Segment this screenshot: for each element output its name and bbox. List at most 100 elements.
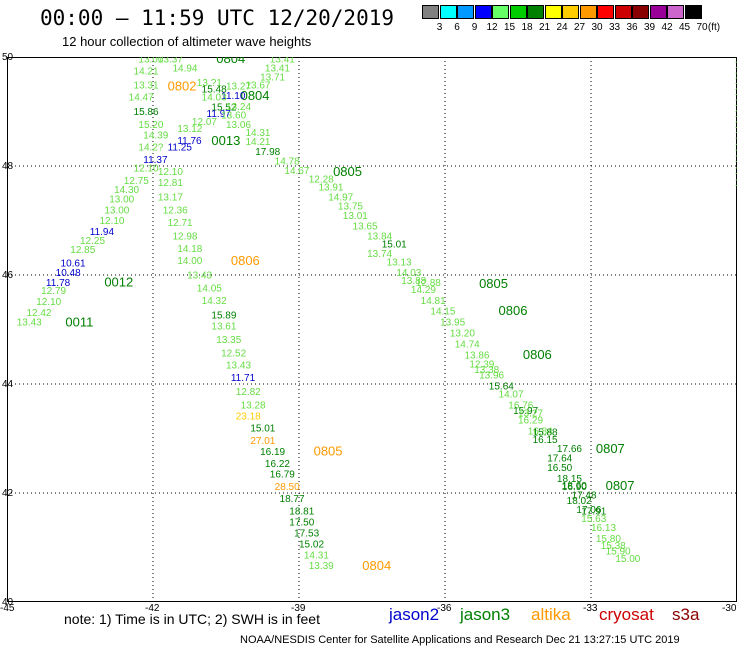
legend-altika: altika [531,605,571,624]
wave-height-label: 14.00 [177,256,202,267]
colorbar-swatch [544,5,562,19]
legend-cryosat: cryosat [599,605,654,624]
wave-height-label: 16.13 [591,523,616,534]
lon-tick-label: -33 [583,603,598,614]
wave-height-label: 15 [735,131,737,142]
wave-height-label: 12.10 [158,167,183,178]
pass-time-label: 0805 [314,444,343,459]
wave-height-label: 15.64 [489,381,514,392]
colorbar-label: 27 [573,22,586,33]
wave-height-label: 13.12 [177,124,202,135]
wave-height-label: 13.24 [226,102,251,113]
wave-height-label: 13.17 [158,192,183,203]
wave-height-label: 16.79 [270,470,295,481]
pass-time-label: 0807 [606,478,635,493]
colorbar-label: 70 [696,22,708,33]
wave-height-label: 10.48 [56,268,81,279]
wave-height-label: 16.1 [735,109,737,120]
wave-height-label: 17.66 [557,444,582,455]
wave-height-label: 16.15 [533,435,558,446]
wave-height-label: 14.67 [284,166,309,177]
wave-height-label: 13.35 [216,335,241,346]
wave-height-label: 15.01 [250,423,275,434]
pass-time-label: 0806 [499,303,528,318]
wave-height-label: 17.50 [289,518,314,529]
wave-height-label: 13.61 [211,321,236,332]
colorbar-swatch [579,5,597,19]
wave-height-label: 13.86 [464,350,489,361]
wave-height-label: 13.06 [226,120,251,131]
lon-tick-label: -36 [437,603,452,614]
wave-height-label: 13.00 [138,57,163,65]
wave-height-label: 15.52 [211,102,236,113]
colorbar-swatch [527,5,544,19]
wave-height-label: 17.64 [547,453,572,464]
colorbar-swatch [439,5,457,19]
wave-height-label: 13.43 [17,318,42,329]
wave-height-label: 13.39 [309,561,334,572]
pass-time-label: 0807 [596,441,625,456]
footnote: note: 1) Time is in UTC; 2) SWH is in fe… [64,611,320,627]
wave-height-label: 13.31 [134,81,159,92]
pass-time-label: 0802 [168,78,197,93]
wave-height-label: 12.85 [70,245,95,256]
wave-height-label: 15.48 [202,84,227,95]
lat-tick-label: 46 [2,270,14,281]
wave-height-label: 12.71 [168,218,193,229]
wave-height-label: 15.63 [581,514,606,525]
wave-height-label: 12.39 [469,360,494,371]
wave-height-label: 13.84 [367,231,392,242]
pass-time-label: 0013 [211,133,240,148]
colorbar-swatch [492,5,509,19]
wave-height-label: 12.52 [221,349,246,360]
wave-height-label: 13.27 [226,82,251,93]
colorbar-swatch [649,5,667,19]
wave-height-label: 13.95 [440,318,465,329]
wave-height-label: 14.39 [143,131,168,142]
wave-height-label: 15.6 [735,65,737,76]
colorbar-label: 45 [678,22,691,33]
wave-height-label: 13.00 [109,194,134,205]
wave-height-label: 12.42 [26,308,51,319]
wave-height-label: 13.01 [343,211,368,222]
wave-height-label: 14.29 [411,285,436,296]
wave-height-label: 15 [735,178,737,189]
colorbar-label: 3 [436,22,443,33]
colorbar-swatch [632,5,649,19]
wave-height-label: 12.10 [99,216,124,227]
page-title: 00:00 – 11:59 UTC 12/20/2019 [40,6,395,30]
wave-height-label: 13.20 [450,329,475,340]
wave-height-label: 12.98 [172,231,197,242]
wave-height-label: 13.43 [187,271,212,282]
wave-height-label: 12.75 [124,176,149,187]
wave-height-label: 14.18 [177,244,202,255]
wave-height-label: 15.86 [134,107,159,118]
wave-height-label: 11.94 [90,227,115,238]
wave-height-label: 14.94 [172,64,197,75]
wave-height-label: 17.0 [735,98,737,109]
wave-height-label: 11.71 [231,373,256,384]
wave-height-label: 16.90 [562,482,587,493]
wave-height-label: 13.60 [221,111,246,122]
wave-height-label: 15.90 [606,547,631,558]
legend-s3a: s3a [672,605,700,624]
wave-height-label: 16.76 [508,400,533,411]
legend-jason3: jason3 [460,605,511,624]
wave-height-label: 18.60 [562,481,587,492]
wave-height-label: 14.15 [430,307,455,318]
wave-height-label: 11.25 [168,143,193,154]
wave-height-label: 17.48 [572,490,597,501]
wave-height-label: 13.41 [265,64,290,75]
colorbar-swatch [597,5,614,19]
pass-time-label: 0804 [362,558,391,573]
wave-height-label: 14.21 [134,66,159,77]
colorbar-label: 12 [486,22,498,33]
wave-height-label: 13.?1 [197,78,222,89]
wave-height-label: 11.97 [207,109,232,120]
colorbar-swatch [509,5,527,19]
colorbar-swatch [457,5,474,19]
pass-time-label: 0804 [241,88,270,103]
lat-tick-label: 40 [2,597,14,608]
pass-time-label: 0805 [333,164,362,179]
